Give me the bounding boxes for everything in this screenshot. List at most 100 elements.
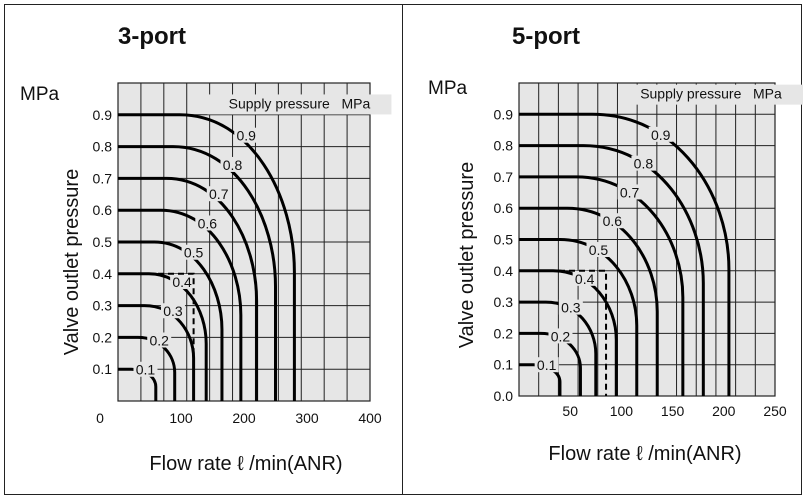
series-curve (519, 112, 731, 396)
y-tick-label: 0.2 (494, 325, 514, 341)
plot-area: Supply pressure MPa 0.1 0.2 0.3 0.4 0.5 0.6 0.7… (93, 82, 392, 426)
series-label: 0.8 (634, 156, 654, 172)
y-tick-label: 0.4 (93, 266, 113, 282)
series-curve (118, 335, 177, 401)
series-label-background (617, 184, 642, 200)
series-label: 0.5 (589, 242, 609, 258)
series-curve (118, 240, 224, 401)
series-label-background (631, 155, 656, 171)
y-tick-label: 0.9 (494, 106, 514, 122)
x-tick-label: 0 (96, 410, 104, 426)
panel-divider (402, 4, 403, 495)
series-label-background (133, 361, 158, 377)
x-tick-label: 50 (562, 403, 578, 419)
y-tick-label: 0.5 (93, 234, 113, 250)
series-label-background (170, 273, 195, 289)
series-label: 0.4 (575, 271, 595, 287)
series-label-background (195, 215, 220, 231)
series-curve (118, 145, 277, 401)
series-curve (519, 144, 705, 396)
series-label: 0.2 (149, 332, 169, 348)
series-label-background (234, 127, 259, 143)
x-tick-label: 200 (712, 403, 736, 419)
x-tick-label: 150 (661, 403, 685, 419)
chart-title: 5-port (512, 23, 580, 50)
series-label-background (572, 270, 597, 286)
series-label: 0.8 (223, 157, 243, 173)
series-label-background (206, 186, 231, 202)
series-label: 0.7 (209, 186, 229, 202)
series-label: 0.3 (163, 303, 183, 319)
y-tick-label: 0.1 (93, 361, 113, 377)
series-curve (118, 113, 296, 401)
series-label-background (558, 299, 583, 315)
y-tick-label: 0.6 (93, 202, 113, 218)
y-tick-label: 0.7 (494, 169, 514, 185)
series-label: 0.9 (651, 127, 671, 143)
y-tick-label: 0.3 (93, 298, 113, 314)
series-label: 0.1 (537, 357, 557, 373)
y-tick-label: 0.4 (494, 263, 514, 279)
y-axis-label: Valve outlet pressure (456, 162, 478, 348)
series-label: 0.2 (551, 328, 571, 344)
example-dashed-line (519, 269, 608, 396)
x-tick-label: 100 (169, 410, 193, 426)
series-label-background (147, 332, 172, 348)
x-tick-label: 100 (610, 403, 634, 419)
annotation-background (619, 84, 803, 105)
y-tick-label: 0.8 (93, 139, 113, 155)
y-tick-label: 0.5 (494, 232, 514, 248)
series-label-background (220, 156, 245, 172)
x-tick-label: 400 (358, 410, 382, 426)
y-unit-label: MPa (20, 84, 60, 105)
series-label: 0.4 (172, 274, 192, 290)
x-tick-label: 300 (295, 410, 319, 426)
series-curve (519, 206, 659, 396)
y-tick-label: 0.9 (93, 107, 113, 123)
series-curve (118, 208, 243, 401)
annotation-background (207, 94, 392, 115)
y-unit-label: MPa (428, 78, 468, 99)
series-label-background (548, 328, 573, 344)
chart-title: 3-port (118, 23, 186, 50)
y-axis-label: Valve outlet pressure (61, 169, 83, 355)
y-tick-label: 0.3 (494, 294, 514, 310)
y-tick-label: 0.6 (494, 200, 514, 216)
x-tick-label: 250 (763, 403, 787, 419)
series-label-background (600, 213, 625, 229)
series-label: 0.5 (184, 245, 204, 261)
supply-pressure-annotation: Supply pressure MPa (640, 86, 782, 102)
supply-pressure-annotation: Supply pressure MPa (229, 95, 371, 111)
plot-area: Supply pressure MPa 0.1 0.2 0.3 0.4 0.5 0.6 0.7… (494, 82, 803, 419)
series-curve (519, 331, 582, 396)
x-axis-label: Flow rate ℓ /min(ANR) (548, 443, 741, 465)
series-label: 0.1 (136, 362, 156, 378)
series-label-background (586, 242, 611, 258)
series-label-background (181, 244, 206, 260)
series-curve (519, 269, 618, 396)
y-tick-label: 0.1 (494, 357, 514, 373)
x-axis-label: Flow rate ℓ /min(ANR) (149, 453, 342, 475)
series-label-background (534, 357, 559, 373)
series-curve (519, 238, 639, 396)
series-label: 0.7 (620, 184, 640, 200)
series-label: 0.3 (561, 300, 581, 316)
chart-5-port: 5-port MPa Valve outlet pressure Flow ra… (428, 23, 803, 465)
y-tick-label: 0.8 (494, 138, 514, 154)
series-label: 0.6 (603, 213, 623, 229)
x-tick-label: 200 (232, 410, 256, 426)
figure-frame (4, 4, 802, 495)
y-tick-label: 0.0 (494, 388, 514, 404)
series-label-background (160, 303, 185, 319)
y-tick-label: 0.2 (93, 329, 113, 345)
series-curve (519, 175, 685, 396)
series-label: 0.6 (198, 215, 218, 231)
series-curve (118, 176, 259, 401)
example-dashed-line (118, 272, 195, 401)
series-label: 0.9 (237, 128, 257, 144)
series-label-background (648, 126, 673, 142)
chart-3-port: 3-port MPa Valve outlet pressure Flow ra… (20, 23, 392, 475)
series-curve (118, 304, 196, 401)
series-curve (519, 300, 598, 396)
